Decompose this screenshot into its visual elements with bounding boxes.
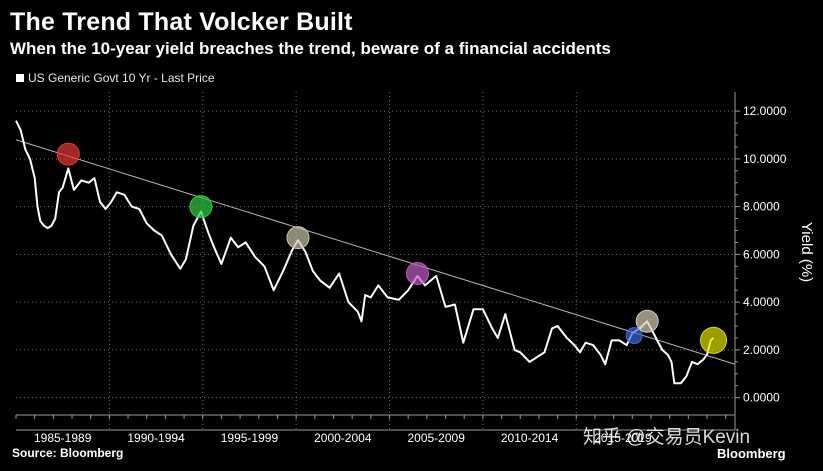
x-tick-label-2: 1995-1999 bbox=[221, 431, 279, 445]
x-tick-label-6: 2015-2019 bbox=[594, 431, 652, 445]
trend-breach-marker-5 bbox=[635, 309, 659, 333]
y-tick-label-1: 2.0000 bbox=[743, 343, 780, 357]
trend-breach-marker-4 bbox=[625, 327, 643, 345]
legend-label: US Generic Govt 10 Yr - Last Price bbox=[28, 71, 215, 85]
x-tick-label-5: 2010-2014 bbox=[501, 431, 559, 445]
trend-line bbox=[15, 139, 736, 365]
x-tick-label-0: 1985-1989 bbox=[34, 431, 92, 445]
y-tick-label-3: 6.0000 bbox=[743, 247, 780, 261]
y-tick-label-4: 8.0000 bbox=[743, 200, 780, 214]
series-line-10yr-yield bbox=[15, 120, 715, 385]
marker-group bbox=[56, 142, 728, 354]
chart-subtitle: When the 10-year yield breaches the tren… bbox=[10, 39, 611, 58]
watermark-text: 知乎 @交易员Kevin bbox=[583, 427, 751, 448]
grid bbox=[16, 110, 735, 399]
trend-breach-marker-2 bbox=[286, 226, 310, 250]
trend-breach-marker-0 bbox=[56, 142, 80, 166]
x-axis: 1985-1989 1990-1994 1995-1999 2000-2004 2005… bbox=[15, 414, 735, 445]
y-axis: 0.0000 2.0000 4.0000 6.0000 8.0000 10.0000 12.… bbox=[734, 92, 787, 430]
brand-logo: Bloomberg bbox=[717, 446, 786, 461]
y-tick-label-2: 4.0000 bbox=[743, 295, 780, 309]
y-tick-label-0: 0.0000 bbox=[743, 391, 780, 405]
source-note: Source: Bloomberg bbox=[12, 446, 124, 460]
x-tick-label-4: 2005-2009 bbox=[407, 431, 465, 445]
period-separators bbox=[108, 92, 577, 430]
x-tick-label-3: 2000-2004 bbox=[314, 431, 372, 445]
y-axis-label: Yield (%) bbox=[798, 222, 815, 282]
trend-breach-marker-6 bbox=[700, 326, 728, 354]
y-tick-label-5: 10.0000 bbox=[743, 152, 787, 166]
trend-breach-marker-1 bbox=[189, 195, 213, 219]
legend-swatch bbox=[16, 74, 24, 82]
trend-breach-marker-3 bbox=[406, 261, 430, 285]
legend: US Generic Govt 10 Yr - Last Price bbox=[16, 71, 215, 85]
y-tick-label-6: 12.0000 bbox=[743, 104, 787, 118]
chart-title: The Trend That Volcker Built bbox=[10, 8, 353, 36]
x-tick-label-1: 1990-1994 bbox=[127, 431, 185, 445]
